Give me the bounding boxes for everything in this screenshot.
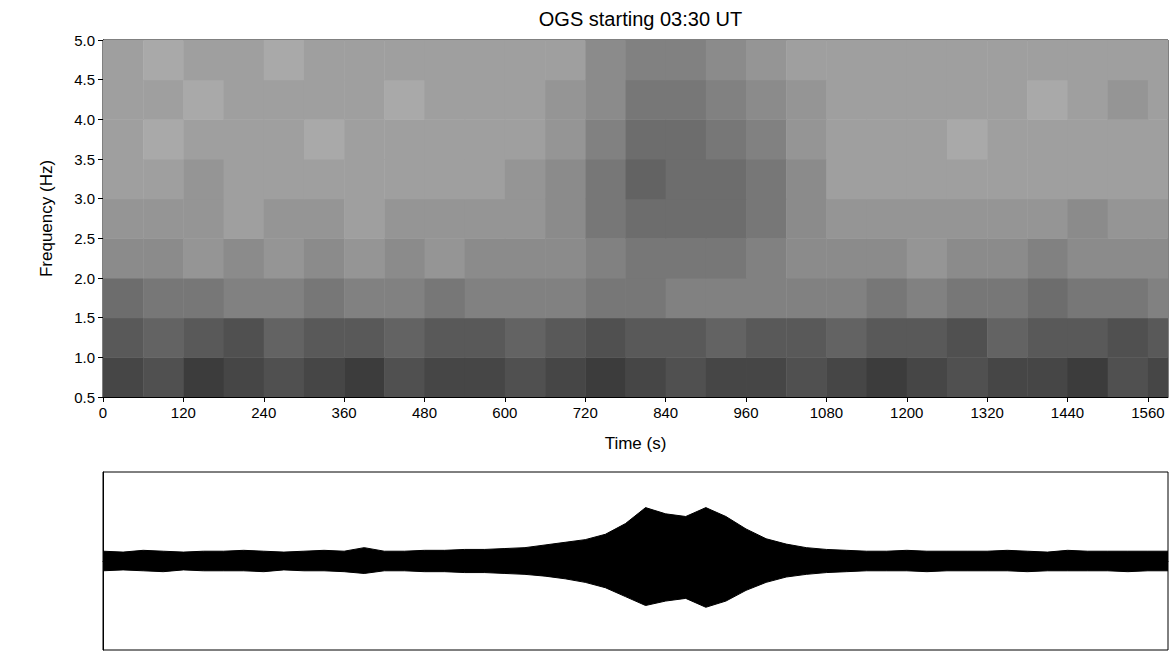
svg-text:1440: 1440 [1051,404,1084,421]
svg-text:1200: 1200 [890,404,923,421]
svg-text:OGS starting 03:30 UT: OGS starting 03:30 UT [539,8,742,30]
svg-text:960: 960 [734,404,759,421]
svg-text:1080: 1080 [810,404,843,421]
svg-text:480: 480 [412,404,437,421]
svg-text:840: 840 [653,404,678,421]
svg-text:Time (s): Time (s) [605,434,667,453]
svg-text:3.5: 3.5 [74,151,95,168]
svg-text:120: 120 [171,404,196,421]
svg-text:240: 240 [251,404,276,421]
svg-text:0.5: 0.5 [74,389,95,406]
svg-text:2.0: 2.0 [74,270,95,287]
svg-text:360: 360 [332,404,357,421]
svg-text:5.0: 5.0 [74,32,95,49]
svg-text:1.0: 1.0 [74,349,95,366]
svg-text:720: 720 [573,404,598,421]
svg-text:0: 0 [99,404,107,421]
svg-text:Frequency (Hz): Frequency (Hz) [37,160,56,277]
svg-text:1560: 1560 [1131,404,1164,421]
svg-text:1.5: 1.5 [74,309,95,326]
svg-text:2.5: 2.5 [74,230,95,247]
svg-text:1320: 1320 [970,404,1003,421]
svg-text:4.5: 4.5 [74,71,95,88]
svg-text:4.0: 4.0 [74,111,95,128]
svg-text:600: 600 [492,404,517,421]
svg-text:3.0: 3.0 [74,190,95,207]
